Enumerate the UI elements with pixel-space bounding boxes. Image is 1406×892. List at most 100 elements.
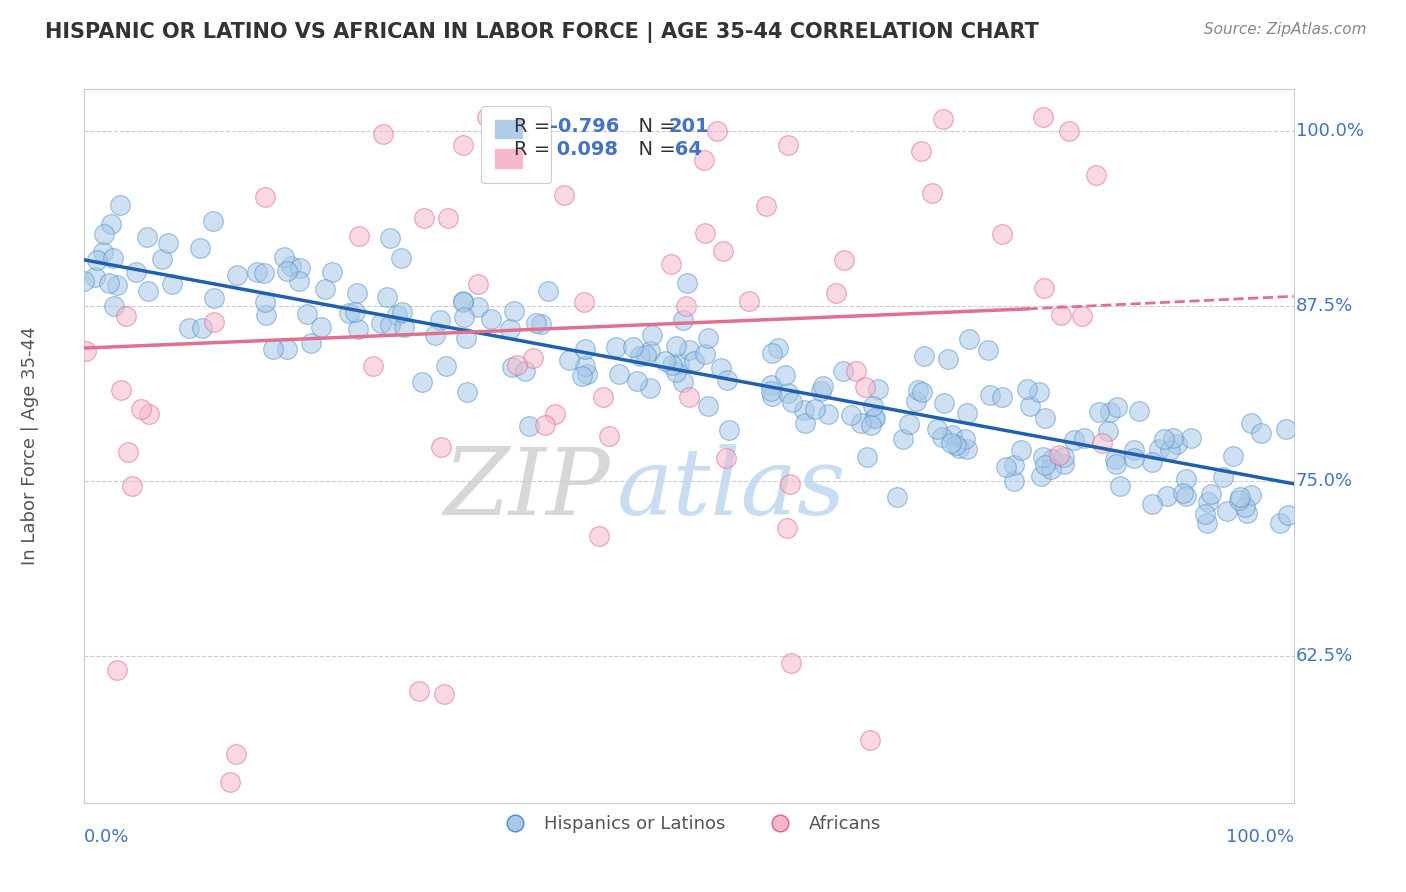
Point: [253, 267, 276, 281]
Point: [853, 380, 876, 394]
Point: [385, 308, 408, 322]
Point: [1033, 411, 1056, 425]
Point: [979, 387, 1001, 401]
Point: [1173, 486, 1195, 500]
Point: [776, 521, 799, 535]
Point: [262, 342, 284, 356]
Point: [697, 331, 720, 345]
Point: [273, 250, 295, 264]
Point: [1275, 421, 1298, 435]
Point: [1227, 492, 1250, 507]
Point: [1122, 451, 1144, 466]
Point: [253, 190, 276, 204]
Point: [1032, 110, 1054, 124]
Point: [676, 276, 699, 290]
Point: [759, 384, 782, 398]
Point: [1239, 416, 1261, 430]
Point: [1029, 469, 1052, 483]
Point: [544, 407, 567, 421]
Point: [375, 289, 398, 303]
Point: [1236, 506, 1258, 520]
Point: [157, 236, 180, 251]
Point: [863, 411, 886, 425]
Point: [429, 312, 451, 326]
Point: [1212, 470, 1234, 484]
Point: [347, 322, 370, 336]
Point: [856, 450, 879, 465]
Point: [1015, 383, 1038, 397]
Point: [793, 403, 815, 417]
Point: [1049, 308, 1071, 322]
Text: R =: R =: [513, 140, 557, 159]
Point: [202, 315, 225, 329]
Point: [936, 352, 959, 367]
Point: [1059, 124, 1081, 138]
Point: [621, 340, 644, 354]
Point: [391, 305, 413, 319]
Point: [693, 153, 716, 168]
Point: [761, 389, 783, 403]
Point: [225, 268, 247, 283]
Point: [150, 252, 173, 267]
Point: [1194, 507, 1216, 521]
Text: 62.5%: 62.5%: [1296, 647, 1353, 665]
Point: [100, 218, 122, 232]
Point: [506, 359, 529, 373]
Point: [1175, 472, 1198, 486]
Point: [956, 442, 979, 456]
Text: ZIP: ZIP: [444, 444, 610, 533]
Point: [605, 340, 627, 354]
Point: [1270, 516, 1292, 530]
Point: [1099, 405, 1122, 419]
Point: [136, 284, 159, 298]
Point: [1197, 494, 1219, 508]
Point: [254, 294, 277, 309]
Text: -0.796: -0.796: [550, 117, 619, 136]
Point: [839, 409, 862, 423]
Point: [456, 384, 478, 399]
Point: [665, 365, 688, 379]
Point: [513, 364, 536, 378]
Point: [761, 345, 783, 359]
Point: [295, 307, 318, 321]
Point: [280, 259, 302, 273]
Point: [1010, 442, 1032, 457]
Point: [534, 417, 557, 432]
Point: [451, 294, 474, 309]
Point: [934, 396, 956, 410]
Point: [773, 368, 796, 383]
Point: [160, 277, 183, 291]
Point: [501, 359, 523, 374]
Point: [321, 265, 343, 279]
Point: [413, 211, 436, 226]
Point: [678, 390, 700, 404]
Point: [711, 244, 734, 258]
Point: [794, 416, 817, 430]
Point: [138, 407, 160, 421]
Point: [202, 291, 225, 305]
Point: [780, 395, 803, 409]
Point: [661, 359, 683, 373]
Point: [370, 316, 392, 330]
Text: 64: 64: [668, 140, 703, 159]
Point: [517, 418, 540, 433]
Point: [776, 386, 799, 401]
Point: [907, 383, 929, 397]
Point: [868, 382, 890, 396]
Point: [825, 286, 848, 301]
Point: [346, 286, 368, 301]
Point: [977, 343, 1000, 357]
Point: [592, 390, 614, 404]
Point: [628, 349, 651, 363]
Point: [626, 374, 648, 388]
Point: [994, 460, 1017, 475]
Point: [114, 309, 136, 323]
Text: N =: N =: [626, 140, 682, 159]
Point: [1222, 450, 1244, 464]
Point: [654, 353, 676, 368]
Point: [945, 438, 967, 452]
Point: [912, 349, 935, 363]
Point: [503, 304, 526, 318]
Point: [479, 311, 502, 326]
Point: [921, 186, 943, 201]
